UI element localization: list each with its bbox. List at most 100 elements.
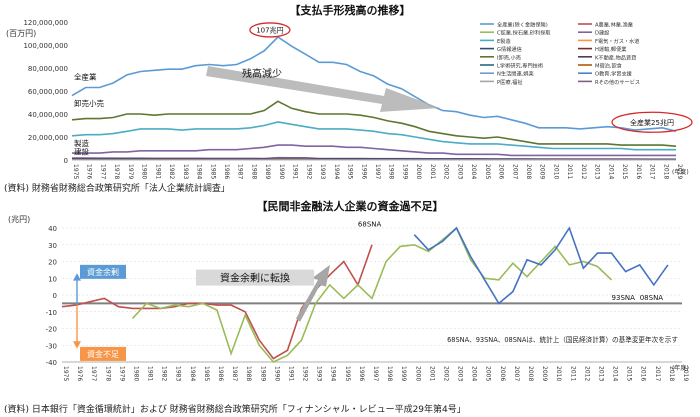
bottom-x-tick-label: 2001 (428, 366, 435, 381)
legend-label: I卸売,小売 (497, 53, 521, 61)
legend-label: C鉱業,採石業,砂利採取 (497, 29, 551, 37)
bottom-series-line (131, 226, 613, 363)
bottom-x-tick-label: 2016 (640, 366, 647, 381)
label-all-industry: 全産業 (74, 72, 97, 82)
bottom-x-tick-label: 2018 (668, 366, 675, 381)
top-x-tick-label: 1981 (154, 164, 161, 179)
latest-label: 全産業25兆円 (630, 118, 674, 127)
surplus-box (80, 264, 126, 279)
bottom-x-tick-label: 1981 (147, 366, 154, 381)
payable-notes-chart: 【支払手形残高の推移】 (百万円) (年度) 0 20,000,000 40,000… (6, 3, 693, 179)
top-x-tick-label: 2002 (443, 164, 450, 179)
top-series-line (72, 144, 676, 157)
legend-label: N生活関連,娯楽 (497, 70, 534, 78)
top-x-tick-label: 2018 (662, 164, 669, 179)
sna-note: 68SNA、93SNA、08SNAは、統計上（国民経済計算）の基準変更年次を示す (447, 335, 678, 344)
top-x-tick-label: 2009 (539, 164, 546, 179)
top-x-tick-label: 2016 (635, 164, 642, 179)
bottom-series-line (413, 226, 669, 305)
top-x-tick-label: 2005 (484, 164, 491, 179)
bottom-x-tick-label: 2006 (499, 366, 506, 381)
bottom-x-tick-label: 2003 (457, 366, 464, 381)
top-x-tick-label: 1993 (319, 164, 326, 179)
bottom-y-unit: (兆円) (8, 214, 30, 224)
bottom-x-tick-label: 1994 (330, 366, 337, 381)
top-x-tick-label: 2013 (594, 164, 601, 179)
label-construction: 建設 (74, 146, 89, 156)
label-93sna: 93SNA (612, 294, 636, 302)
top-x-tick-label: 1980 (141, 164, 148, 179)
deficit-arrow-head (73, 341, 81, 349)
bottom-x-tick-label: 2000 (414, 366, 421, 381)
bottom-y-tick-label: 30 (48, 242, 57, 250)
top-x-tick-label: 2015 (621, 164, 628, 179)
top-x-tick-label: 2006 (498, 164, 505, 179)
top-x-tick-label: 1992 (305, 164, 312, 179)
bottom-source-note: (資料) 日本銀行「資金循環統計」および 財務省財務総合政策研究所「フィナンシャ… (4, 405, 466, 415)
top-x-tick-label: 2012 (580, 164, 587, 179)
bottom-y-tick-label: -20 (46, 326, 57, 334)
bottom-y-tick-label: 20 (48, 259, 57, 267)
bottom-y-tick-label: 10 (48, 275, 57, 283)
top-x-unit: (年度) (672, 168, 689, 176)
bottom-x-tick-label: 2012 (583, 366, 590, 381)
top-x-tick-label: 1983 (182, 164, 189, 179)
label-manufacturing: 製造 (74, 138, 89, 148)
top-axes: 0 20,000,000 40,000,000 60,000,000 80,000,00… (23, 19, 683, 179)
bottom-x-tick-label: 1980 (132, 366, 139, 381)
top-source-note: (資料) 財務省財務総合政策研究所「法人企業統計調査」 (4, 184, 230, 194)
top-y-tick-label: 80,000,000 (28, 65, 68, 73)
bottom-y-tick-label: 40 (48, 225, 57, 233)
top-y-tick-label: 20,000,000 (28, 134, 68, 142)
top-y-tick-label: 40,000,000 (28, 111, 68, 119)
legend-label: P医療,福祉 (497, 78, 523, 86)
bottom-x-tick-label: 1998 (386, 366, 393, 381)
bottom-y-tick-label: -30 (46, 342, 57, 350)
bottom-x-tick-label: 1976 (76, 366, 83, 381)
top-y-tick-label: 100,000,000 (23, 42, 68, 50)
top-x-tick-label: 1989 (264, 164, 271, 179)
surplus-arrow-head (73, 273, 81, 281)
top-x-tick-label: 1984 (196, 164, 203, 179)
bottom-x-tick-label: 1995 (344, 366, 351, 381)
label-68sna: 68SNA (358, 220, 382, 228)
legend-label: H運輸,郵便業 (595, 45, 627, 53)
legend-label: A農業,林業,漁業 (595, 21, 633, 29)
bottom-x-tick-label: 1983 (175, 366, 182, 381)
bottom-series-line (61, 244, 373, 360)
bottom-x-tick-label: 2009 (541, 366, 548, 381)
bottom-x-tick-label: 2013 (597, 366, 604, 381)
legend-label: G情報通信 (497, 45, 522, 53)
bottom-x-tick-label: 1993 (316, 366, 323, 381)
top-x-tick-label: 1997 (374, 164, 381, 179)
top-x-tick-label: 1991 (292, 164, 299, 179)
bottom-x-tick-label: 1987 (231, 366, 238, 381)
bottom-x-tick-label: 2004 (471, 366, 478, 381)
bottom-y-tick-label: 0 (53, 292, 57, 300)
top-y-tick-label: 120,000,000 (23, 19, 68, 27)
bottom-x-tick-label: 2010 (555, 366, 562, 381)
bottom-x-tick-label: 1975 (62, 366, 69, 381)
bottom-x-tick-label: 1999 (400, 366, 407, 381)
top-x-tick-label: 1988 (250, 164, 257, 179)
top-minor-series-line (72, 157, 676, 160)
legend-label: K不動産,物品賃貸 (595, 53, 636, 61)
deficit-box (80, 346, 126, 361)
bottom-x-tick-label: 1978 (104, 366, 111, 381)
bottom-y-tick-label: -10 (46, 309, 57, 317)
bottom-x-tick-label: 1986 (217, 366, 224, 381)
top-x-tick-label: 1987 (237, 164, 244, 179)
top-legend: 全産業(除く金融保険) A農業,林業,漁業 C鉱業,採石業,砂利採取 D建設 E製造 F電… (480, 21, 640, 86)
bottom-x-tick-label: 2015 (626, 366, 633, 381)
top-y-tick-label: 0 (64, 157, 68, 165)
legend-label: Rその他のサービス (595, 78, 640, 86)
bottom-axes: -40 -30 -20 -10 0 10 20 30 40 1975 1976 1977 1978 197… (46, 225, 689, 381)
bottom-y-tick-label: -40 (46, 359, 57, 367)
top-x-tick-label: 2001 (429, 164, 436, 179)
legend-label: O教育,学習支援 (595, 70, 633, 78)
turnaround-arrow (296, 264, 330, 322)
top-x-tick-label: 1977 (99, 164, 106, 179)
bottom-x-tick-label: 1996 (358, 366, 365, 381)
peak-ellipse (249, 22, 291, 38)
legend-label: M宿泊,飲食 (595, 62, 623, 70)
